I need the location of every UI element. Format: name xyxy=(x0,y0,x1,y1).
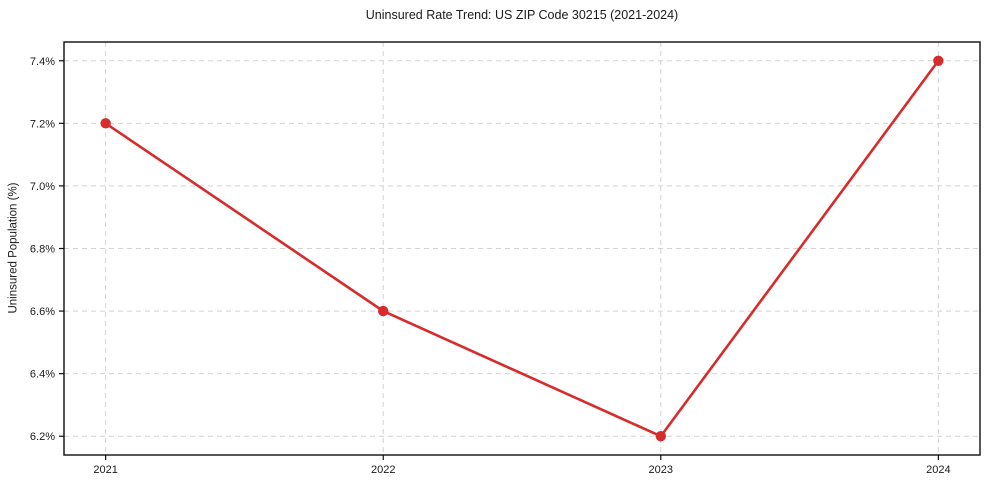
data-point-2024 xyxy=(933,55,944,66)
x-tick-label: 2021 xyxy=(93,464,117,476)
y-tick-label: 6.2% xyxy=(30,431,55,443)
y-tick-label: 7.4% xyxy=(30,56,55,68)
y-tick-label: 7.0% xyxy=(30,181,55,193)
x-tick-label: 2024 xyxy=(926,464,950,476)
x-tick-label: 2022 xyxy=(371,464,395,476)
data-point-2021 xyxy=(100,118,111,129)
y-tick-label: 7.2% xyxy=(30,118,55,130)
y-axis-title: Uninsured Population (%) xyxy=(7,182,20,314)
x-tick-label: 2023 xyxy=(649,464,673,476)
y-tick-label: 6.4% xyxy=(30,369,55,381)
y-tick-label: 6.8% xyxy=(30,244,55,256)
chart-title: Uninsured Rate Trend: US ZIP Code 30215 … xyxy=(365,8,679,22)
data-point-2022 xyxy=(378,305,389,317)
data-point-2023 xyxy=(655,431,666,442)
y-tick-label: 6.6% xyxy=(30,306,55,318)
trend-line xyxy=(104,59,940,438)
